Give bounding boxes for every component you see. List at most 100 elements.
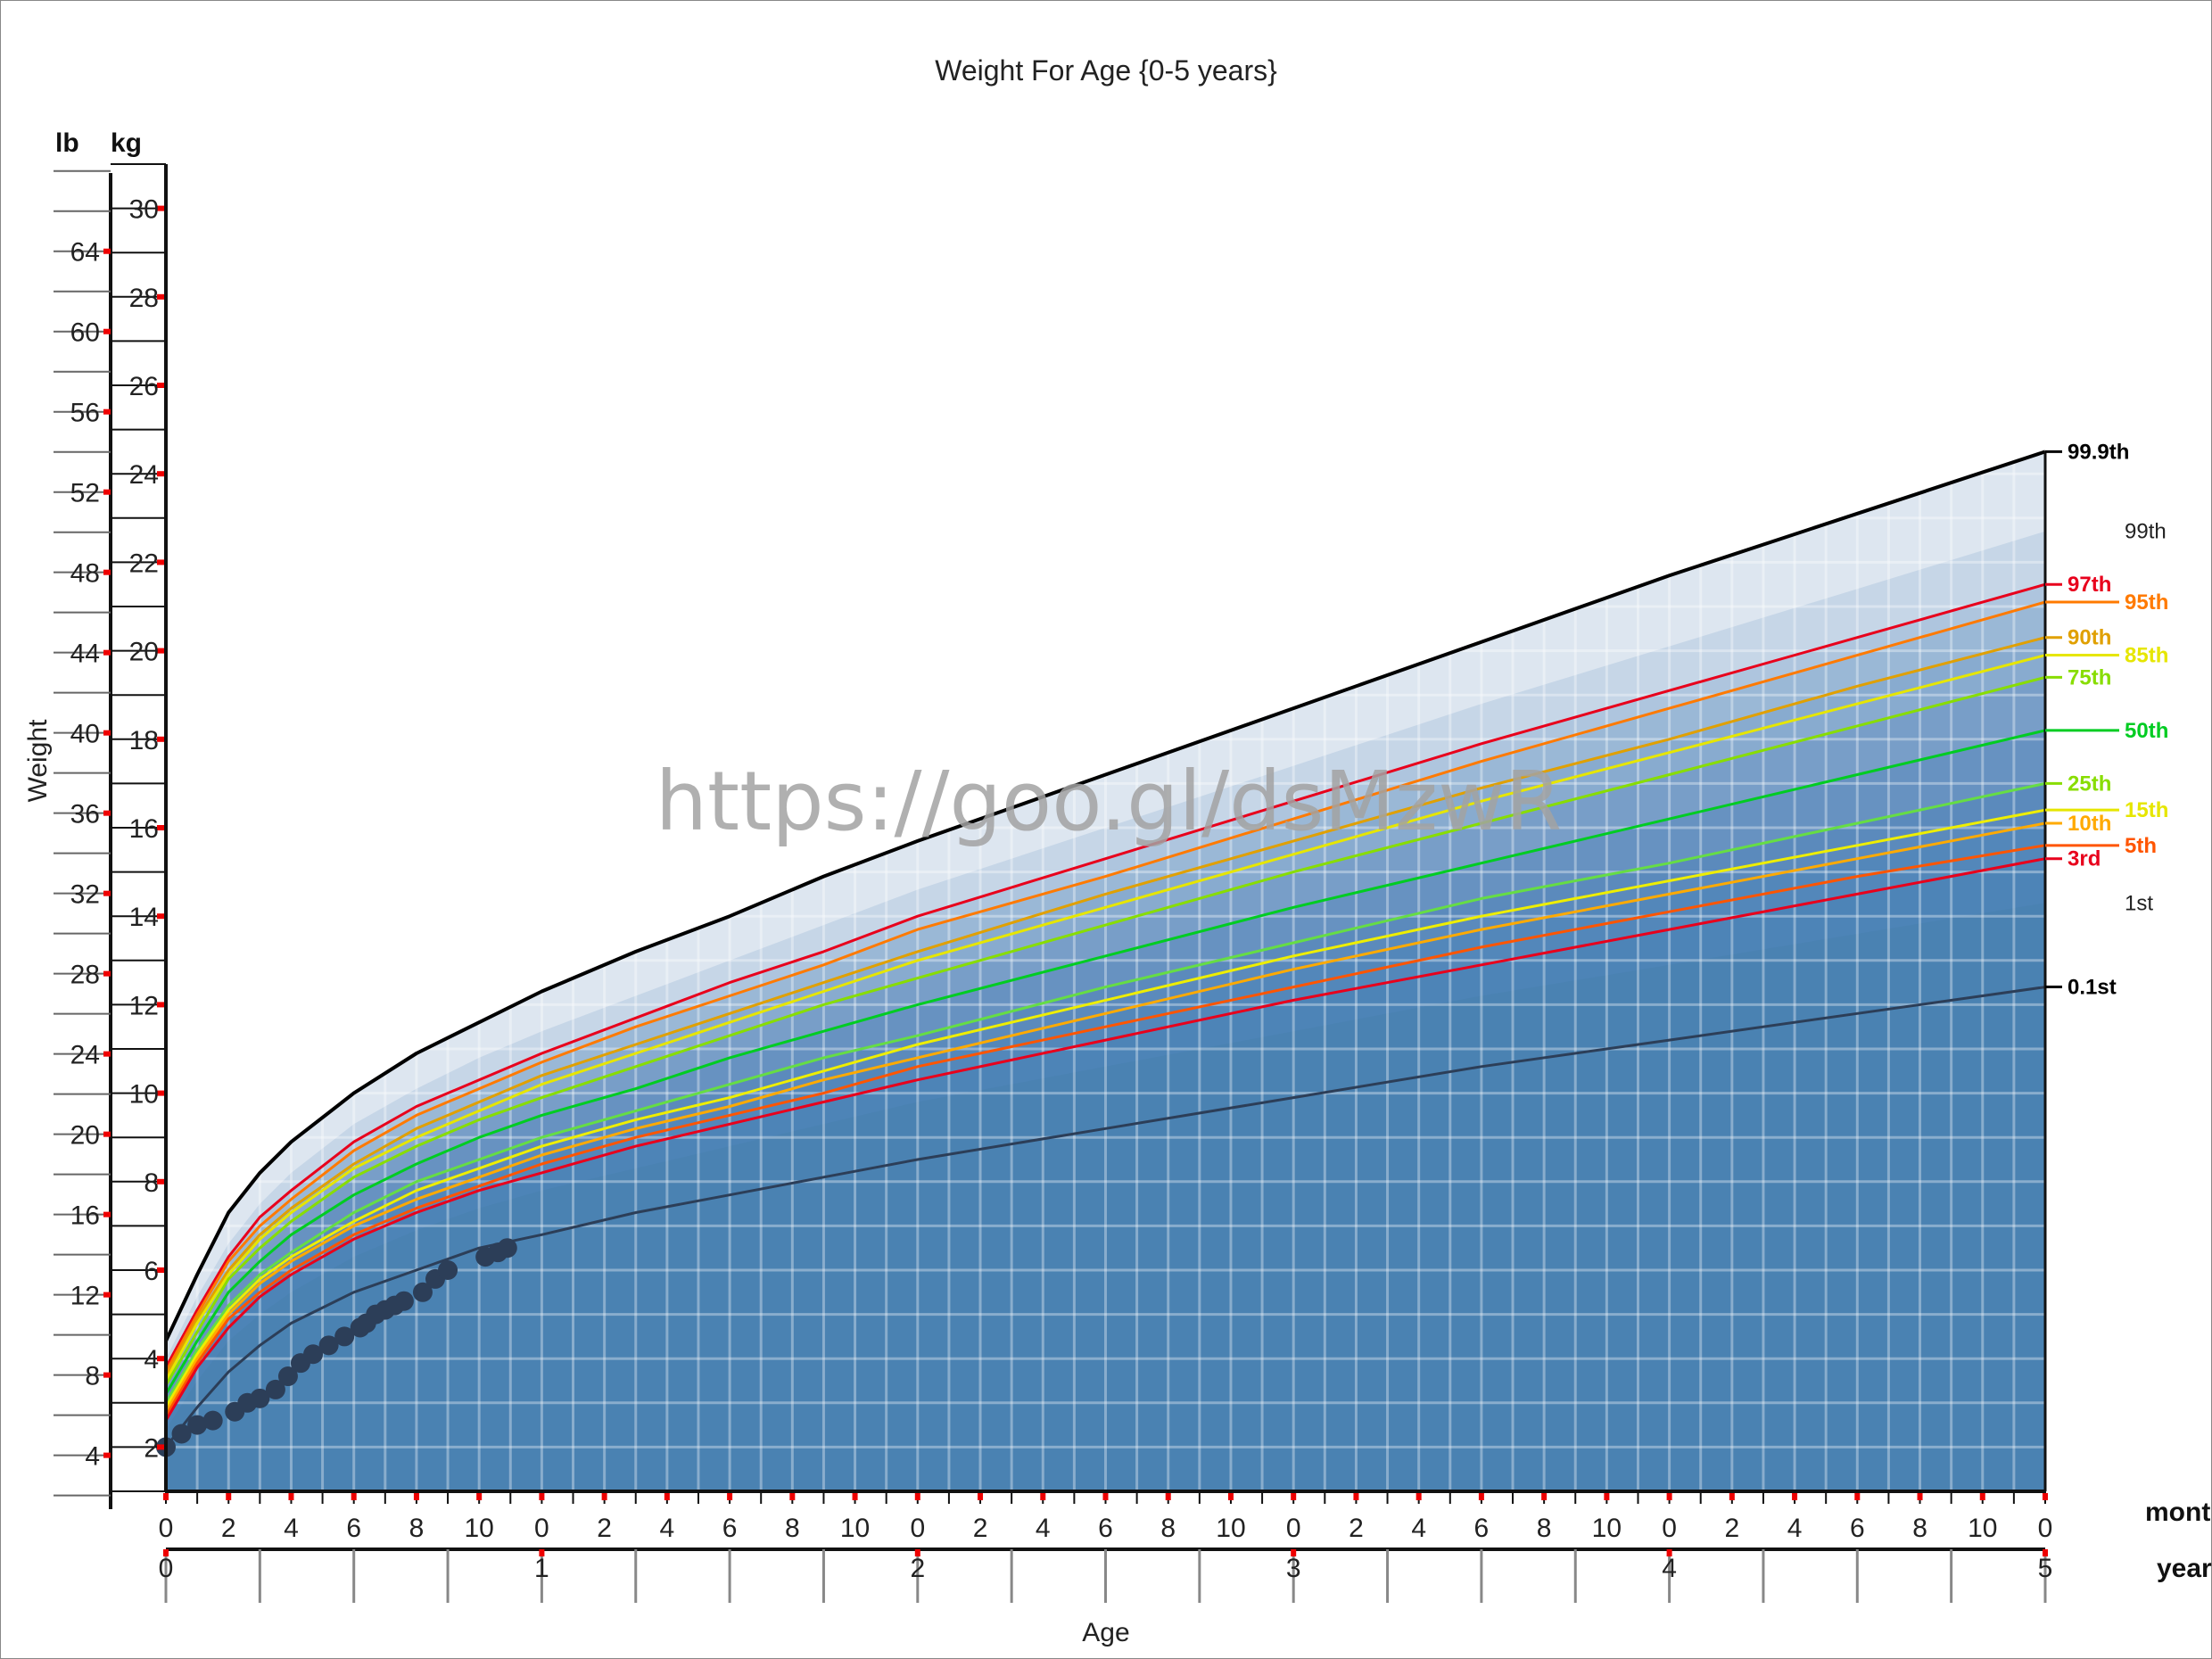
- month-tick-label: 2: [597, 1514, 612, 1543]
- percentile-label-10th: 10th: [2068, 812, 2111, 836]
- lb-tick-mark: [103, 1452, 111, 1458]
- percentile-label-97th: 97th: [2068, 573, 2111, 597]
- kg-tick-label: 18: [129, 726, 159, 755]
- percentile-label-99th: 99th: [2125, 520, 2167, 544]
- month-unit-label: month: [2145, 1498, 2212, 1527]
- month-tick-label: 8: [785, 1514, 800, 1543]
- kg-tick-mark: [157, 648, 164, 654]
- year-tick-mark: [1291, 1549, 1297, 1556]
- year-unit-label: year: [2157, 1554, 2212, 1583]
- month-tick-label: 10: [464, 1514, 493, 1543]
- month-tick-mark: [226, 1493, 232, 1500]
- curve-85th: [164, 654, 2046, 1382]
- lb-tick-label: 52: [70, 479, 100, 508]
- kg-tick-label: 26: [129, 372, 159, 401]
- measurement-point: [412, 1282, 433, 1302]
- kg-tick-mark: [157, 736, 164, 742]
- curve-3rd: [164, 857, 2046, 1422]
- lb-tick-mark: [103, 248, 111, 254]
- month-tick-label: 8: [1160, 1514, 1176, 1543]
- month-tick-label: 0: [910, 1514, 925, 1543]
- kg-tick-label: 28: [129, 284, 159, 313]
- measurement-point: [202, 1410, 223, 1431]
- measurement-point: [438, 1260, 458, 1280]
- month-tick-label: 0: [534, 1514, 549, 1543]
- lb-tick-label: 32: [70, 880, 100, 910]
- month-tick-mark: [163, 1493, 169, 1500]
- kg-tick-label: 30: [129, 195, 159, 225]
- year-tick-label: 0: [159, 1554, 174, 1583]
- kg-tick-mark: [157, 1178, 164, 1184]
- lb-tick-label: 64: [70, 238, 100, 268]
- month-tick-label: 2: [221, 1514, 236, 1543]
- lb-tick-label: 28: [70, 961, 100, 990]
- month-tick-label: 6: [1098, 1514, 1113, 1543]
- measurement-point: [265, 1379, 285, 1399]
- month-tick-mark: [2043, 1493, 2048, 1500]
- percentile-label-85th: 85th: [2125, 644, 2168, 668]
- curve-75th: [164, 675, 2046, 1386]
- kg-tick-mark: [157, 559, 164, 565]
- month-tick-label: 4: [284, 1514, 299, 1543]
- month-tick-mark: [601, 1493, 607, 1500]
- month-tick-label: 6: [346, 1514, 361, 1543]
- month-tick-label: 6: [1850, 1514, 1865, 1543]
- measurement-point: [318, 1335, 339, 1356]
- month-tick-mark: [1729, 1493, 1735, 1500]
- month-tick-mark: [1040, 1493, 1046, 1500]
- month-tick-mark: [852, 1493, 858, 1500]
- lb-tick-mark: [103, 1292, 111, 1298]
- lb-tick-label: 24: [70, 1041, 100, 1070]
- lb-tick-mark: [103, 1131, 111, 1137]
- month-tick-mark: [664, 1493, 670, 1500]
- month-tick-label: 0: [2038, 1514, 2053, 1543]
- month-tick-mark: [1165, 1493, 1171, 1500]
- year-tick-mark: [539, 1549, 545, 1556]
- month-tick-label: 2: [1349, 1514, 1364, 1543]
- kg-tick-mark: [157, 1356, 164, 1362]
- month-tick-mark: [1353, 1493, 1359, 1500]
- month-tick-label: 10: [1216, 1514, 1245, 1543]
- year-tick-label: 3: [1286, 1554, 1301, 1583]
- curve-97th: [164, 582, 2046, 1368]
- curve-5th: [164, 844, 2046, 1417]
- month-tick-label: 0: [159, 1514, 174, 1543]
- percentile-curves: [164, 450, 2046, 1449]
- lb-tick-label: 48: [70, 559, 100, 589]
- y-axis-title: Weight: [23, 719, 53, 802]
- kg-tick-mark: [157, 383, 164, 388]
- grid-lines: [164, 164, 2047, 1491]
- month-tick-mark: [1416, 1493, 1422, 1500]
- measurement-points: [156, 1238, 517, 1457]
- month-tick-label: 4: [1036, 1514, 1051, 1543]
- month-tick-mark: [1541, 1493, 1548, 1500]
- percentile-label-50th: 50th: [2125, 719, 2168, 743]
- month-tick-label: 10: [840, 1514, 870, 1543]
- month-tick-mark: [413, 1493, 419, 1500]
- kg-tick-label: 16: [129, 814, 159, 844]
- curve-99.9th: [164, 450, 2046, 1342]
- month-tick-label: 8: [1912, 1514, 1927, 1543]
- lb-tick-label: 36: [70, 800, 100, 830]
- curve-0.1st: [164, 986, 2046, 1449]
- lb-tick-label: 12: [70, 1282, 100, 1311]
- curve-25th: [164, 781, 2046, 1404]
- lb-tick-mark: [103, 489, 111, 495]
- lb-tick-label: 56: [70, 399, 100, 428]
- kg-tick-label: 2: [144, 1433, 159, 1463]
- month-tick-label: 0: [1286, 1514, 1301, 1543]
- band-below-1st: [166, 903, 2045, 1491]
- month-tick-mark: [1604, 1493, 1610, 1500]
- month-tick-mark: [351, 1493, 357, 1500]
- month-tick-mark: [1291, 1493, 1297, 1500]
- month-tick-label: 2: [1724, 1514, 1739, 1543]
- measurement-point: [497, 1238, 517, 1259]
- lb-tick-mark: [103, 1051, 111, 1057]
- month-tick-label: 4: [1411, 1514, 1426, 1543]
- kg-tick-mark: [157, 913, 164, 920]
- kg-tick-label: 24: [129, 460, 159, 490]
- month-tick-label: 6: [722, 1514, 738, 1543]
- percentile-label-3rd: 3rd: [2068, 847, 2101, 871]
- month-tick-label: 4: [660, 1514, 675, 1543]
- month-tick-mark: [1854, 1493, 1861, 1500]
